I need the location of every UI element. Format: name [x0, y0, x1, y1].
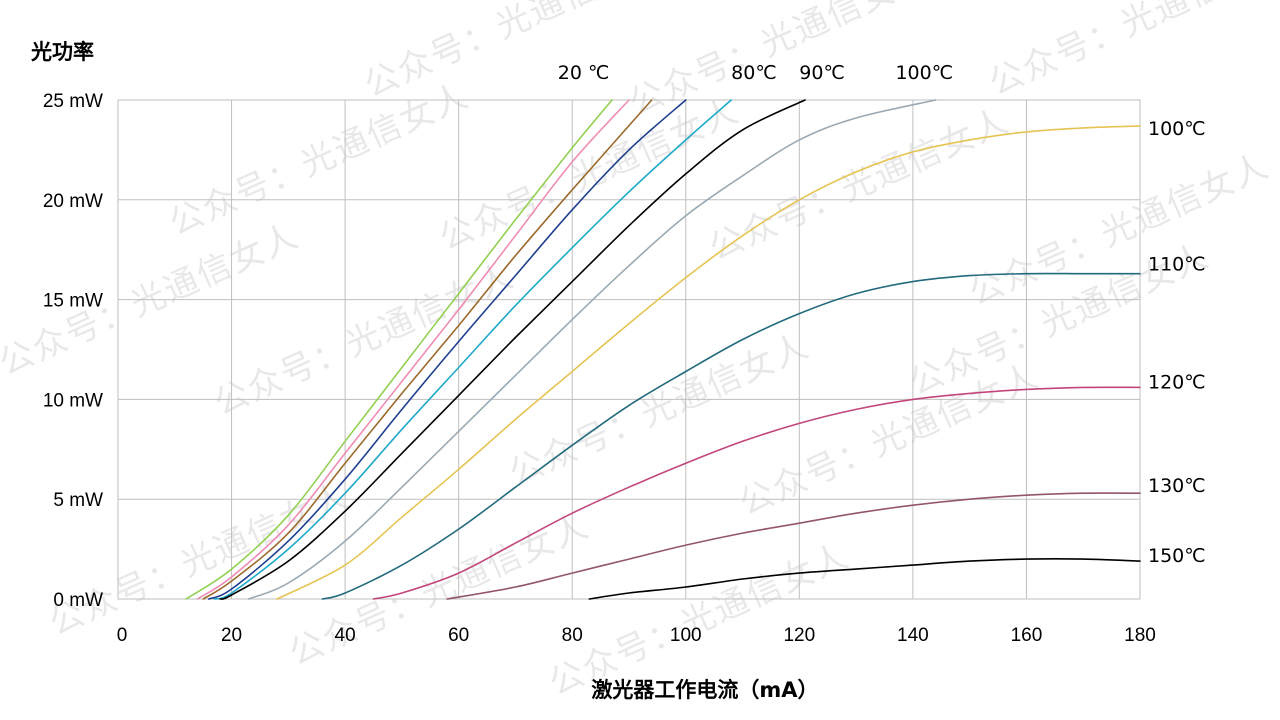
- series-label-right: 120℃: [1148, 371, 1206, 393]
- series-label-right: 130℃: [1148, 475, 1206, 497]
- x-tick-label: 120: [783, 625, 815, 646]
- series-line: [276, 125, 1141, 600]
- series-label-top: 80℃: [731, 62, 777, 84]
- top-series-labels: 20 ℃ 80℃ 90℃ 100℃: [558, 62, 953, 84]
- series-line: [446, 492, 1141, 600]
- y-tick-label: 0 mW: [53, 590, 103, 611]
- series-line: [588, 558, 1141, 600]
- series-line: [202, 99, 653, 600]
- series-line: [321, 272, 1141, 600]
- y-axis-title: 光功率: [31, 40, 94, 64]
- y-tick-label: 25 mW: [43, 91, 103, 112]
- series-line: [196, 99, 630, 600]
- series-line: [213, 99, 732, 600]
- x-axis-title-wrap: 激光器工作电流（mA）: [0, 674, 1280, 704]
- y-tick-label: 5 mW: [53, 490, 103, 511]
- series-line: [208, 99, 687, 600]
- series-label-right: 100℃: [1148, 118, 1206, 140]
- x-tick-label: 80: [562, 625, 583, 646]
- series-label-top: 20 ℃: [558, 62, 610, 84]
- grid: [117, 99, 1141, 600]
- x-tick-label: 140: [897, 625, 929, 646]
- series-label-top: 90℃: [799, 62, 845, 84]
- x-tick-label: 180: [1124, 625, 1156, 646]
- right-series-labels: 100℃ 110℃ 120℃ 130℃ 150℃: [1148, 118, 1206, 567]
- x-tick-label: 160: [1011, 625, 1043, 646]
- series-label-right: 150℃: [1148, 545, 1206, 567]
- x-tick-label: 20: [221, 625, 242, 646]
- x-tick-label: 60: [448, 625, 469, 646]
- x-tick-label: 40: [335, 625, 356, 646]
- x-axis-title: 激光器工作电流（mA）: [591, 678, 819, 702]
- y-tick-label: 15 mW: [43, 291, 103, 312]
- x-axis-ticks: 0 20 40 60 80 100 120 140 160 180: [117, 625, 1156, 646]
- y-tick-label: 10 mW: [43, 390, 103, 411]
- series-line: [219, 99, 806, 600]
- x-tick-label: 0: [117, 625, 128, 646]
- series-label-right: 110℃: [1148, 254, 1206, 276]
- y-tick-label: 20 mW: [43, 191, 103, 212]
- plot-border: [117, 99, 1141, 600]
- series-line: [185, 99, 613, 600]
- x-tick-label: 100: [670, 625, 702, 646]
- y-axis-ticks: 0 mW 5 mW 10 mW 15 mW 20 mW 25 mW: [43, 91, 103, 611]
- series-label-top: 100℃: [895, 62, 953, 84]
- series-group: [185, 99, 1141, 600]
- series-line: [247, 99, 937, 600]
- series-line: [372, 386, 1141, 600]
